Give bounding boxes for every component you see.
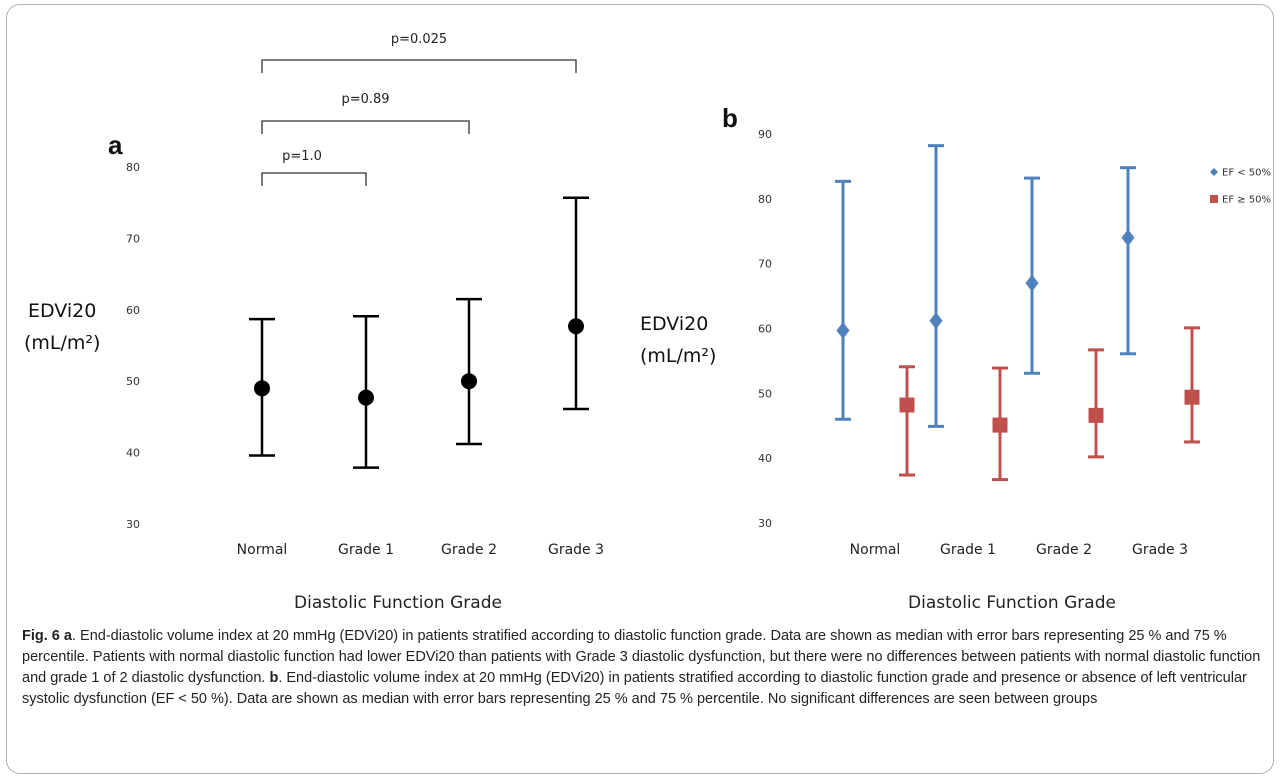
- figure-caption: Fig. 6 a. End-diastolic volume index at …: [22, 626, 1262, 710]
- y-axis-label-a-line2: (mL/m²): [24, 332, 100, 354]
- median-point-a: [254, 380, 270, 397]
- p-value-label: p=0.89: [341, 92, 389, 107]
- y-tick-label-b: 80: [758, 193, 772, 206]
- y-axis-label-b-line1: EDVi20: [640, 313, 708, 335]
- y-tick-label-b: 70: [758, 258, 772, 271]
- legend-label: EF < 50%: [1222, 168, 1271, 179]
- y-tick-label-a: 60: [126, 304, 140, 317]
- caption-part-b-text: . End-diastolic volume index at 20 mmHg …: [22, 670, 1247, 707]
- p-value-label: p=0.025: [391, 32, 447, 47]
- median-point-a: [568, 318, 584, 335]
- median-diamond-b: [836, 321, 850, 339]
- caption-fig-label: Fig. 6: [22, 628, 60, 644]
- x-category-label-a: Grade 1: [338, 542, 394, 558]
- x-category-label-b: Grade 3: [1132, 542, 1188, 558]
- median-square-b: [899, 397, 915, 413]
- median-point-a: [461, 373, 477, 390]
- chart-b: b EDVi20 (mL/m²) Diastolic Function Grad…: [640, 103, 1271, 613]
- x-category-label-b: Grade 2: [1036, 542, 1092, 558]
- median-point-a: [358, 389, 374, 406]
- legend-marker-diamond: [1210, 168, 1218, 176]
- median-diamond-b: [929, 312, 943, 330]
- y-tick-label-a: 80: [126, 161, 140, 174]
- x-category-label-b: Normal: [850, 542, 901, 558]
- y-tick-label-a: 70: [126, 232, 140, 245]
- median-square-b: [992, 417, 1008, 433]
- y-axis-label-a-line1: EDVi20: [28, 300, 96, 322]
- legend-b: EF < 50% EF ≥ 50%: [1210, 168, 1271, 206]
- median-square-b: [1184, 389, 1200, 405]
- y-tick-label-b: 60: [758, 323, 772, 336]
- x-category-label-b: Grade 1: [940, 542, 996, 558]
- y-tick-label-b: 30: [758, 517, 772, 530]
- caption-part-b-label: b: [269, 670, 279, 686]
- median-diamond-b: [1121, 229, 1135, 247]
- median-square-b: [1088, 407, 1104, 423]
- y-tick-label-b: 40: [758, 452, 772, 465]
- x-axis-label-b: Diastolic Function Grade: [908, 593, 1116, 613]
- caption-part-a-text: . End-diastolic volume index at 20 mmHg …: [22, 628, 1261, 686]
- x-category-label-a: Grade 3: [548, 542, 604, 558]
- figure-frame: [6, 4, 1274, 774]
- x-category-label-a: Normal: [237, 542, 288, 558]
- x-axis-label-a: Diastolic Function Grade: [294, 593, 502, 613]
- y-tick-label-a: 40: [126, 447, 140, 460]
- y-tick-label-a: 30: [126, 518, 140, 531]
- caption-part-a-label: a: [63, 628, 72, 644]
- significance-bracket: [261, 59, 577, 73]
- panel-label-b: b: [722, 103, 738, 133]
- significance-bracket: [261, 172, 367, 186]
- x-category-label-a: Grade 2: [441, 542, 497, 558]
- panel-label-a: a: [108, 130, 123, 160]
- legend-marker-square: [1210, 195, 1218, 203]
- median-diamond-b: [1025, 274, 1039, 292]
- y-axis-label-b-line2: (mL/m²): [640, 345, 716, 367]
- p-value-label: p=1.0: [282, 149, 322, 164]
- y-tick-label-a: 50: [126, 375, 140, 388]
- y-tick-label-b: 50: [758, 387, 772, 400]
- legend-label: EF ≥ 50%: [1222, 195, 1271, 206]
- chart-a: a EDVi20 (mL/m²) Diastolic Function Grad…: [24, 32, 604, 613]
- figure-charts: a EDVi20 (mL/m²) Diastolic Function Grad…: [24, 32, 1271, 613]
- y-tick-label-b: 90: [758, 128, 772, 141]
- significance-bracket: [261, 120, 470, 134]
